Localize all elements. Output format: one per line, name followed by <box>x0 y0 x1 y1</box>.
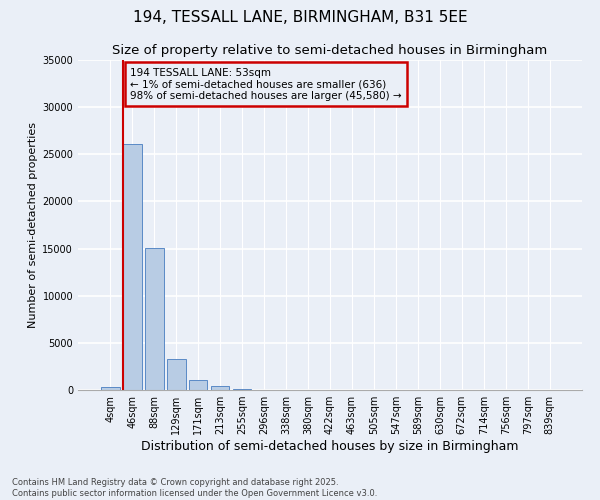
Y-axis label: Number of semi-detached properties: Number of semi-detached properties <box>28 122 38 328</box>
Bar <box>233 389 251 390</box>
Bar <box>101 386 119 390</box>
X-axis label: Distribution of semi-detached houses by size in Birmingham: Distribution of semi-detached houses by … <box>141 440 519 453</box>
Bar <box>123 144 142 390</box>
Bar <box>189 380 208 390</box>
Bar <box>211 386 229 390</box>
Title: Size of property relative to semi-detached houses in Birmingham: Size of property relative to semi-detach… <box>112 44 548 58</box>
Bar <box>167 359 185 390</box>
Bar <box>145 248 164 390</box>
Text: 194 TESSALL LANE: 53sqm
← 1% of semi-detached houses are smaller (636)
98% of se: 194 TESSALL LANE: 53sqm ← 1% of semi-det… <box>130 68 401 100</box>
Text: 194, TESSALL LANE, BIRMINGHAM, B31 5EE: 194, TESSALL LANE, BIRMINGHAM, B31 5EE <box>133 10 467 25</box>
Text: Contains HM Land Registry data © Crown copyright and database right 2025.
Contai: Contains HM Land Registry data © Crown c… <box>12 478 377 498</box>
